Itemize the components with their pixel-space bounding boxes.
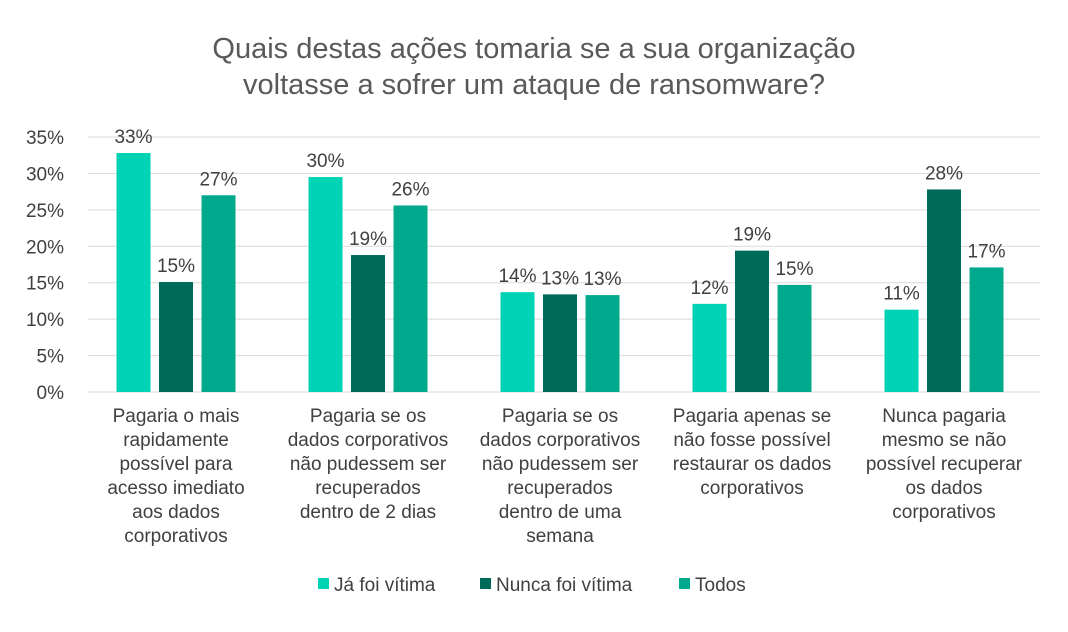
- category-label: recuperados: [315, 478, 421, 499]
- bar: [393, 205, 428, 392]
- chart-title-line: voltasse a sofrer um ataque de ransomwar…: [243, 69, 825, 101]
- category-label: dentro de uma: [499, 502, 622, 523]
- category-label: possível recuperar: [866, 454, 1023, 475]
- category-label: os dados: [905, 478, 982, 499]
- category-label: Pagaria se os: [502, 406, 618, 427]
- category-label: dados corporativos: [288, 430, 449, 451]
- bar: [201, 195, 236, 392]
- data-label: 15%: [157, 256, 195, 277]
- category-label: Nunca pagaria: [882, 406, 1006, 427]
- legend-label: Todos: [695, 575, 746, 596]
- data-label: 28%: [925, 163, 963, 184]
- y-tick-label: 5%: [37, 347, 65, 368]
- y-tick-label: 0%: [37, 383, 65, 404]
- category-label: Pagaria apenas se: [673, 406, 831, 427]
- chart-title-line: Quais destas ações tomaria se a sua orga…: [212, 33, 855, 65]
- category-label: restaurar os dados: [673, 454, 831, 475]
- y-tick-label: 10%: [26, 310, 64, 331]
- bar: [351, 255, 385, 392]
- y-tick-label: 25%: [26, 201, 64, 222]
- category-label: rapidamente: [123, 430, 229, 451]
- data-label: 26%: [391, 179, 429, 200]
- category-label: Pagaria se os: [310, 406, 426, 427]
- bars: [116, 153, 1004, 392]
- data-label: 14%: [498, 266, 536, 287]
- category-label: dentro de 2 dias: [300, 502, 436, 523]
- bar: [777, 284, 812, 392]
- category-label: não pudessem ser: [290, 454, 447, 475]
- category-label: corporativos: [700, 478, 804, 499]
- data-label: 19%: [733, 225, 771, 246]
- y-tick-label: 20%: [26, 237, 64, 258]
- y-tick-label: 15%: [26, 274, 64, 295]
- category-label: não fosse possível: [673, 430, 830, 451]
- category-label: recuperados: [507, 478, 613, 499]
- y-tick-label: 30%: [26, 164, 64, 185]
- data-label: 17%: [967, 241, 1005, 262]
- legend-label: Já foi vítima: [334, 575, 436, 596]
- data-label: 30%: [306, 151, 344, 172]
- data-label: 19%: [349, 229, 387, 250]
- category-label: semana: [526, 526, 594, 547]
- bar: [969, 267, 1004, 392]
- bar: [543, 294, 577, 392]
- chart-title: Quais destas ações tomaria se a sua orga…: [212, 33, 855, 101]
- data-label: 27%: [199, 169, 237, 190]
- category-label: não pudessem ser: [482, 454, 639, 475]
- y-tick-label: 35%: [26, 128, 64, 149]
- category-label: corporativos: [892, 502, 996, 523]
- category-label: mesmo se não: [882, 430, 1007, 451]
- data-label: 12%: [690, 278, 728, 299]
- data-label: 13%: [541, 268, 579, 289]
- legend-swatch: [679, 578, 690, 589]
- data-label: 33%: [114, 127, 152, 148]
- category-label: acesso imediato: [107, 478, 244, 499]
- category-label: corporativos: [124, 526, 228, 547]
- bar: [884, 309, 919, 392]
- category-labels: Pagaria o mais rapidamente possível para ac…: [107, 406, 1022, 547]
- legend-swatch: [318, 578, 329, 589]
- category-label: Pagaria o mais: [113, 406, 240, 427]
- data-labels: 33%15%27%30%19%26%14% 13% 13% 12%19%15%11%2…: [114, 127, 1005, 305]
- bar: [735, 250, 769, 392]
- bar: [116, 153, 151, 392]
- legend: Já foi vítima Nunca foi vítima Todos: [318, 575, 746, 596]
- legend-swatch: [480, 578, 491, 589]
- bar: [500, 292, 535, 392]
- bar: [159, 281, 193, 392]
- bar: [692, 303, 727, 392]
- category-label: dados corporativos: [480, 430, 641, 451]
- data-label: 15%: [775, 259, 813, 280]
- category-label: possível para: [119, 454, 232, 475]
- data-label: 13%: [583, 269, 621, 290]
- bar: [308, 177, 343, 392]
- y-axis-ticks: 0% 5% 10% 15% 20% 25% 30% 35%: [26, 128, 64, 404]
- legend-label: Nunca foi vítima: [496, 575, 633, 596]
- data-label: 11%: [883, 284, 920, 305]
- category-label: aos dados: [132, 502, 220, 523]
- bar: [927, 189, 961, 392]
- bar: [585, 295, 620, 392]
